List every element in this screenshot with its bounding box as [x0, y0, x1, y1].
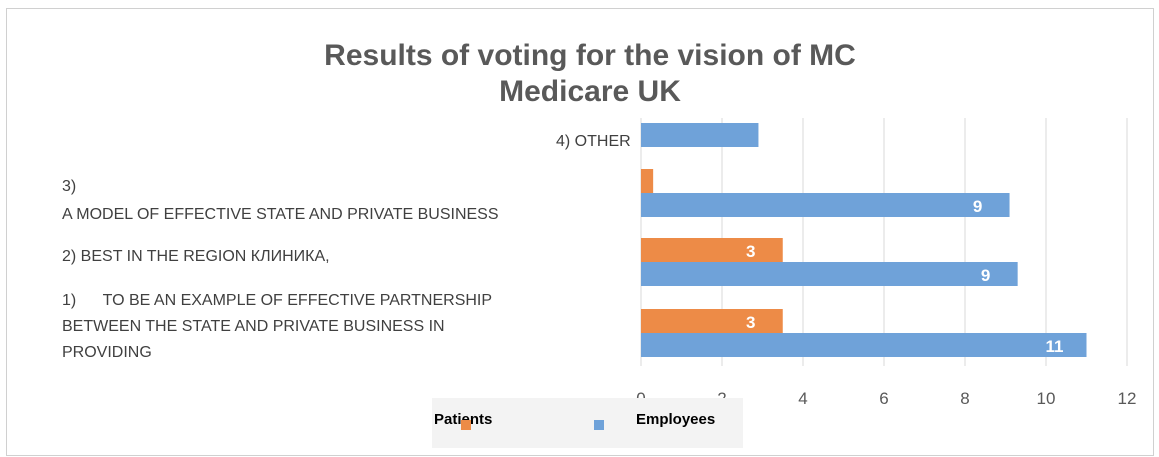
legend-swatch-employees: [594, 420, 604, 430]
category-label-3-line-2: A MODEL OF EFFECTIVE STATE AND PRIVATE B…: [62, 206, 499, 223]
category-label-1-line-2: BETWEEN THE STATE AND PRIVATE BUSINESS I…: [62, 318, 445, 335]
legend-label-employees: Employees: [636, 411, 716, 428]
chart-title-line-1: Results of voting for the vision of MC: [324, 39, 856, 72]
chart-title: Results of voting for the vision of MC M…: [200, 38, 980, 110]
legend-label-patients: Patients: [434, 411, 492, 428]
category-label-2: 2) BEST IN THE REGION КЛИНИКА,: [62, 248, 330, 265]
category-label-other: 4) OTHER: [556, 133, 631, 150]
category-label-1: 1) TO BE AN EXAMPLE OF EFFECTIVE PARTNER…: [62, 288, 622, 366]
legend: [432, 398, 743, 448]
category-label-3-line-1: 3): [62, 178, 77, 195]
category-label-1-line-3: PROVIDING: [62, 344, 152, 361]
chart-frame: [6, 8, 1154, 456]
category-label-1-line-1: 1) TO BE AN EXAMPLE OF EFFECTIVE PARTNER…: [62, 292, 493, 309]
legend-swatch-patients: [461, 420, 471, 430]
chart-title-line-2: Medicare UK: [499, 75, 681, 108]
